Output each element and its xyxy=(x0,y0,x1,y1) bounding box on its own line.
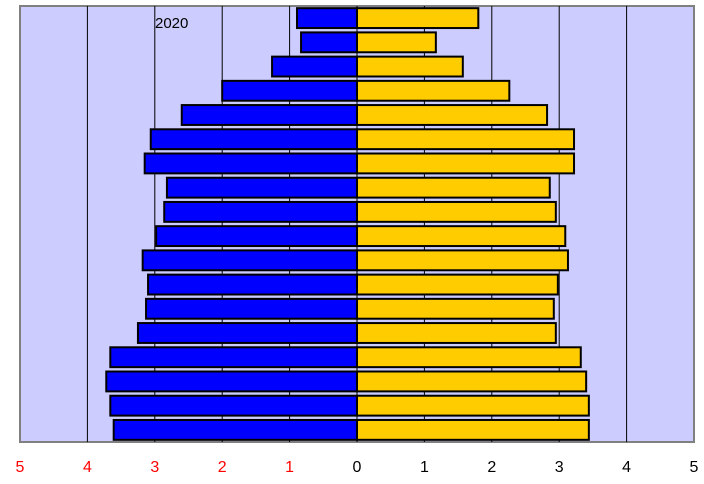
bar xyxy=(145,297,358,320)
bar xyxy=(271,55,358,78)
bar xyxy=(356,200,557,223)
bar xyxy=(356,128,576,151)
bar xyxy=(356,7,480,30)
bar xyxy=(356,273,559,296)
bar xyxy=(180,104,358,126)
bar xyxy=(163,200,358,223)
bar xyxy=(356,104,549,126)
bar xyxy=(356,297,555,320)
annotation: 2020 xyxy=(155,15,188,32)
x-tick-label: 3 xyxy=(150,459,159,476)
x-tick-label: 4 xyxy=(622,459,631,476)
bar xyxy=(356,31,437,54)
bar xyxy=(143,152,358,175)
bar xyxy=(356,322,557,344)
bar xyxy=(109,394,359,417)
bar xyxy=(109,346,359,369)
bar xyxy=(155,225,358,248)
x-tick-label: 5 xyxy=(16,459,25,476)
x-tick-label: 3 xyxy=(555,459,564,476)
bar xyxy=(112,418,358,441)
bar xyxy=(165,176,358,199)
grid xyxy=(86,6,628,442)
bar xyxy=(356,370,588,393)
bar xyxy=(356,79,511,102)
bar xyxy=(356,176,551,199)
bar xyxy=(356,418,590,441)
x-tick-label: 2 xyxy=(487,459,496,476)
bar xyxy=(105,370,358,393)
bar xyxy=(149,128,358,151)
bar xyxy=(221,79,358,102)
bar xyxy=(136,322,358,344)
bar xyxy=(141,249,358,272)
bar xyxy=(147,273,358,296)
bars xyxy=(105,7,590,441)
bar xyxy=(356,249,569,272)
bar xyxy=(356,55,464,78)
ticks: 5 4 3 2 1 0 1 2 3 4 5 xyxy=(16,459,699,476)
x-tick-label: 0 xyxy=(353,459,362,476)
x-tick-label: 4 xyxy=(83,459,92,476)
x-tick-label: 5 xyxy=(690,459,699,476)
bar xyxy=(356,346,582,369)
bar xyxy=(356,394,590,417)
bar xyxy=(356,225,567,248)
bar xyxy=(356,152,576,175)
x-tick-label: 1 xyxy=(420,459,429,476)
x-tick-label: 2 xyxy=(218,459,227,476)
x-tick-label: 1 xyxy=(285,459,294,476)
bar xyxy=(296,7,359,30)
bar xyxy=(300,31,359,54)
